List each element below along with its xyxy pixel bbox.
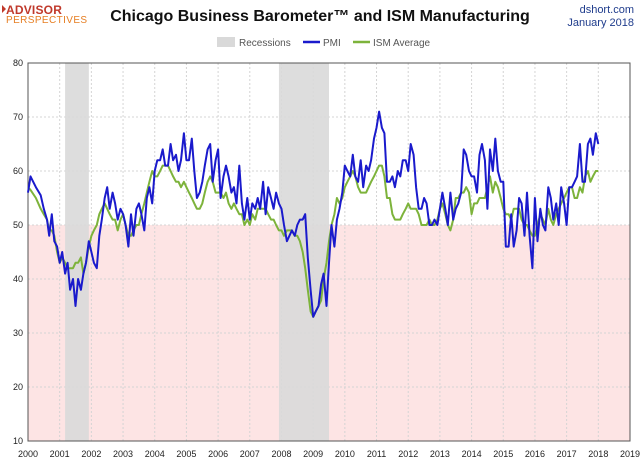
y-tick-label-20: 20 — [13, 382, 23, 392]
y-tick-label-50: 50 — [13, 220, 23, 230]
x-tick-label-2015: 2015 — [493, 449, 513, 459]
x-tick-label-2014: 2014 — [462, 449, 482, 459]
x-tick-label-2011: 2011 — [367, 449, 386, 459]
x-tick-label-2001: 2001 — [50, 449, 70, 459]
y-tick-label-70: 70 — [13, 112, 23, 122]
source-site: dshort.com — [579, 4, 634, 16]
legend-label-recessions: Recessions — [239, 38, 291, 49]
source-block: dshort.com January 2018 — [567, 4, 634, 30]
x-tick-label-2016: 2016 — [525, 449, 545, 459]
x-tick-label-2007: 2007 — [240, 449, 260, 459]
y-tick-label-80: 80 — [13, 58, 23, 68]
y-tick-label-30: 30 — [13, 328, 23, 338]
x-tick-label-2000: 2000 — [18, 449, 38, 459]
x-tick-label-2005: 2005 — [176, 449, 196, 459]
x-tick-label-2004: 2004 — [145, 449, 165, 459]
x-tick-label-2006: 2006 — [208, 449, 228, 459]
legend-label-ism-average: ISM Average — [373, 38, 431, 49]
recession-band-2 — [278, 63, 329, 441]
y-tick-label-60: 60 — [13, 166, 23, 176]
x-tick-label-2012: 2012 — [398, 449, 418, 459]
source-date: January 2018 — [567, 17, 634, 29]
x-tick-label-2009: 2009 — [303, 449, 323, 459]
recession-band-1 — [65, 63, 89, 441]
series-line-pmi — [27, 110, 600, 318]
legend-label-pmi: PMI — [323, 38, 341, 49]
x-tick-label-2008: 2008 — [271, 449, 291, 459]
x-tick-label-2013: 2013 — [430, 449, 450, 459]
plot-frame — [27, 62, 631, 442]
chart-title: Chicago Business Barometer™ and ISM Manu… — [110, 8, 530, 25]
x-tick-label-2002: 2002 — [81, 449, 101, 459]
y-tick-label-40: 40 — [13, 274, 23, 284]
legend-swatch-recessions — [217, 37, 235, 47]
x-tick-label-2010: 2010 — [335, 449, 355, 459]
x-tick-label-2003: 2003 — [113, 449, 133, 459]
x-tick-label-2017: 2017 — [557, 449, 577, 459]
brand-logo-line2: PERSPECTIVES — [6, 15, 88, 26]
x-tick-label-2018: 2018 — [588, 449, 608, 459]
logo-arrow-icon — [2, 5, 6, 13]
y-tick-label-10: 10 — [13, 436, 23, 446]
x-tick-label-2019: 2019 — [620, 449, 640, 459]
brand-logo-line1: ADVISOR — [6, 3, 63, 17]
